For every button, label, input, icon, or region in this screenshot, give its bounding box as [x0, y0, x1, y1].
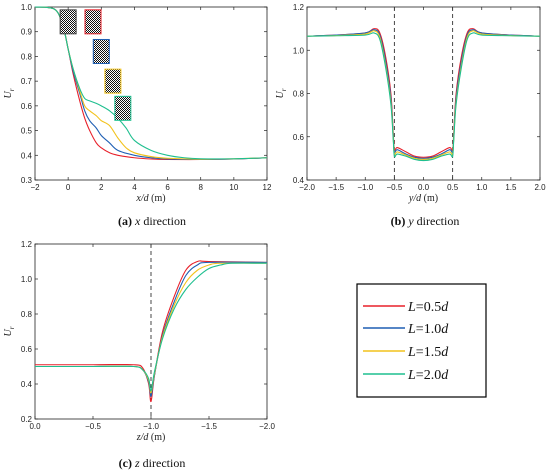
y-tick-label: 1.0 — [293, 46, 305, 55]
panel-y-direction: −2.0 −1.5 −1.0 −0.5 0.0 0.5 1.0 1.5 2.0 0.4 0.6 0.8… — [275, 3, 546, 228]
structure-marker — [104, 68, 122, 94]
legend-entry: L=1.5d — [363, 345, 449, 360]
x-tick-label: −2.0 — [299, 183, 315, 192]
legend-entry: L=1.0d — [363, 322, 449, 337]
legend-label: L=1.5d — [407, 345, 449, 360]
y-tick-label: 0.6 — [21, 102, 33, 111]
y-tick-label: 0.6 — [293, 133, 305, 142]
y-tick-label: 0.8 — [21, 310, 33, 319]
x-tick-label: 12 — [263, 183, 272, 192]
y-tick-label: 0.6 — [21, 345, 33, 354]
y-axis-label: Ur — [275, 88, 288, 98]
x-tick-label: 0 — [66, 183, 71, 192]
series-line-4 — [34, 262, 268, 392]
x-tick-label: 1.5 — [505, 183, 517, 192]
y-tick-label: 0.2 — [21, 415, 33, 424]
series-line-4 — [306, 32, 541, 162]
x-tick-label: −1.0 — [357, 183, 373, 192]
legend-label: L=0.5d — [407, 300, 449, 315]
y-tick-label: 0.8 — [21, 52, 33, 61]
caption-z-direction: (c) z direction — [119, 456, 186, 470]
x-tick-label: −1.5 — [201, 422, 217, 431]
y-tick-label: 0.4 — [21, 380, 33, 389]
series-line-4 — [34, 6, 268, 160]
y-tick-label: 1.0 — [21, 3, 33, 12]
x-tick-label: −2 — [30, 183, 40, 192]
x-axis-label: x/d (m) — [135, 193, 165, 204]
y-tick-label: 0.4 — [21, 151, 33, 160]
x-tick-label: 2 — [99, 183, 104, 192]
y-axis-label: Ur — [3, 326, 16, 336]
y-tick-label: 0.8 — [293, 90, 305, 99]
x-tick-label: 10 — [229, 183, 238, 192]
y-tick-label: 0.5 — [21, 127, 33, 136]
legend-label: L=1.0d — [407, 322, 449, 337]
plot-frame — [34, 6, 268, 181]
y-tick-label: 0.4 — [293, 176, 305, 185]
marker-box — [92, 38, 110, 64]
x-tick-label: −1.5 — [328, 183, 344, 192]
panel-z-direction: 0.0 −0.5 −1.0 −1.5 −2.0 0.2 0.4 0.6 0.8 1.0 1.2 z/d… — [3, 240, 275, 470]
y-tick-label: 0.3 — [21, 176, 33, 185]
x-tick-label: 4 — [132, 183, 137, 192]
caption-y-direction: (b) y direction — [391, 214, 460, 228]
x-tick-label: 0.5 — [447, 183, 459, 192]
y-tick-label: 0.9 — [21, 28, 33, 37]
y-tick-label: 1.0 — [21, 275, 33, 284]
legend-box — [356, 283, 487, 398]
series-line-3 — [306, 30, 541, 161]
caption-x-direction: (a) x direction — [118, 214, 186, 228]
x-tick-label: −1.0 — [143, 422, 159, 431]
y-axis-label: Ur — [3, 88, 16, 98]
series-line-2 — [306, 29, 541, 159]
x-axis-label: z/d (m) — [136, 432, 166, 443]
structure-marker — [114, 95, 132, 121]
x-tick-label: 0.0 — [418, 183, 430, 192]
structure-marker — [84, 9, 102, 35]
x-tick-label: 0.0 — [29, 422, 41, 431]
x-tick-label: 6 — [165, 183, 170, 192]
x-tick-label: 8 — [198, 183, 203, 192]
x-tick-label: −2.0 — [259, 422, 275, 431]
x-axis-label: y/d (m) — [408, 193, 438, 204]
series-line-1 — [306, 28, 541, 158]
y-tick-label: 1.2 — [293, 3, 305, 12]
y-tick-label: 0.7 — [21, 77, 33, 86]
legend: L=0.5d L=1.0d L=1.5d L=2.0d — [356, 283, 487, 398]
x-tick-label: −0.5 — [85, 422, 101, 431]
panel-x-direction: −2 0 2 4 6 8 10 12 0.3 0.4 0.5 0.6 0.7 0.8 0.9 1.0 x/d (… — [3, 3, 272, 228]
x-tick-label: −0.5 — [386, 183, 402, 192]
marker-box — [84, 9, 102, 35]
marker-box — [114, 95, 132, 121]
marker-box — [104, 68, 122, 94]
marker-box — [59, 9, 77, 35]
structure-marker — [59, 9, 77, 35]
x-tick-label: 1.0 — [476, 183, 488, 192]
x-tick-label: 2.0 — [534, 183, 546, 192]
legend-entry: L=0.5d — [363, 300, 449, 315]
plot-frame — [306, 6, 541, 181]
y-tick-label: 1.2 — [21, 240, 33, 249]
structure-marker — [92, 38, 110, 64]
legend-entry: L=2.0d — [363, 368, 449, 383]
legend-label: L=2.0d — [407, 368, 449, 383]
